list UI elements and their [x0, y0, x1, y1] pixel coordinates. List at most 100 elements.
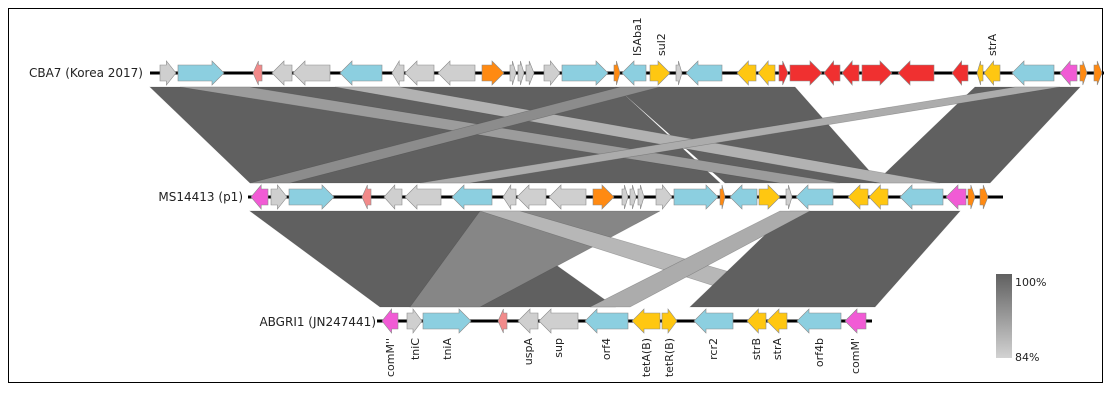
gene-labels: ISAba1 sul2 strA comM'' tniC tniA uspA sup orf4 t…: [384, 17, 999, 377]
gene-arrow-ms14413-17: [719, 184, 726, 210]
gene-arrow-ms14413-27: [979, 184, 989, 210]
cba7-ms14413-link-4: [179, 86, 841, 184]
gene-arrow-ms14413-24: [899, 184, 944, 210]
cba7-ms14413-link-3: [874, 86, 1081, 184]
gene-label-bottom-13: comM': [849, 338, 862, 374]
gene-label-bottom-8: tetR(B): [663, 338, 676, 377]
track-label-cba7: CBA7 (Korea 2017): [29, 66, 143, 80]
gene-label-top-2: sul2: [655, 33, 668, 56]
gene-arrow-abgri1-9: [661, 308, 678, 334]
gene-arrow-cba7-19: [675, 60, 683, 86]
gene-arrow-ms14413-5: [383, 184, 403, 210]
gene-arrow-ms14413-16: [673, 184, 719, 210]
gene-arrow-abgri1-3: [422, 308, 472, 334]
gene-arrow-abgri1-10: [693, 308, 734, 334]
gene-arrow-ms14413-8: [502, 183, 517, 211]
gene-arrow-cba7-17: [621, 60, 647, 86]
gene-arrow-ms14413-1: [250, 184, 269, 210]
gene-arrow-cba7-4: [271, 60, 293, 86]
gene-arrow-cba7-24: [789, 60, 823, 86]
gene-arrow-cba7-9: [437, 60, 476, 86]
gene-label-bottom-1: comM'': [384, 338, 397, 377]
gene-label-bottom-6: orf4: [600, 338, 613, 360]
alignment-links: [149, 86, 1081, 308]
gene-arrow-cba7-5: [292, 60, 331, 86]
gene-label-top-1: ISAba1: [631, 17, 644, 56]
gene-label-bottom-2: tniC: [409, 338, 422, 360]
gene-label-bottom-10: strB: [750, 338, 763, 360]
identity-scale-max-label: 100%: [1015, 276, 1046, 289]
gene-arrow-abgri1-5: [517, 308, 539, 334]
gene-arrow-cba7-33: [1059, 60, 1078, 86]
cba7-ms14413-link-7: [249, 86, 661, 184]
gene-arrow-ms14413-22: [847, 184, 869, 210]
gene-arrow-cba7-30: [976, 60, 984, 86]
gene-arrow-ms14413-2: [270, 184, 288, 210]
gene-arrow-ms14413-15: [655, 184, 673, 210]
gene-label-bottom-5: sup: [552, 338, 565, 358]
ms14413-abgri1-link-5: [589, 210, 811, 308]
gene-arrow-ms14413-7: [451, 184, 493, 210]
ms14413-abgri1-link-4: [689, 210, 961, 308]
identity-scale-min-label: 84%: [1015, 351, 1039, 364]
gene-arrow-cba7-23: [778, 60, 789, 86]
gene-arrow-cba7-22: [757, 60, 776, 86]
gene-arrow-cba7-35: [1093, 60, 1103, 86]
gene-arrow-cba7-20: [685, 60, 723, 86]
gene-arrow-ms14413-20: [785, 184, 793, 210]
gene-arrow-cba7-8: [404, 60, 435, 86]
gene-label-bottom-4: uspA: [522, 338, 535, 366]
gene-arrow-ms14413-25: [945, 184, 967, 210]
gene-label-bottom-7: tetA(B): [640, 338, 653, 377]
gene-arrow-ms14413-6: [404, 184, 442, 210]
gene-arrow-cba7-26: [841, 60, 860, 86]
gene-arrow-ms14413-18: [729, 184, 758, 210]
gene-label-bottom-3: tniA: [441, 338, 454, 360]
identity-scale: 100% 84%: [996, 274, 1046, 364]
gene-arrow-abgri1-13: [796, 308, 842, 334]
gene-arrow-cba7-16: [613, 60, 621, 86]
gene-arrow-cba7-32: [1011, 60, 1055, 86]
gene-arrow-ms14413-21: [795, 184, 834, 210]
gene-arrow-abgri1-2: [406, 308, 423, 334]
gene-arrow-cba7-11: [509, 60, 517, 86]
gene-arrow-cba7-29: [951, 60, 969, 86]
gene-label-bottom-12: orf4b: [813, 338, 826, 367]
gene-arrow-ms14413-11: [592, 184, 615, 210]
gene-arrow-abgri1-4: [497, 308, 508, 334]
gene-label-top-3: strA: [986, 33, 999, 56]
gene-arrow-ms14413-26: [967, 184, 976, 210]
identity-scale-bar: [996, 274, 1012, 358]
gene-arrow-ms14413-12: [621, 184, 629, 210]
gene-arrow-ms14413-4: [361, 184, 372, 210]
gene-arrow-cba7-10: [481, 60, 505, 86]
gene-arrow-abgri1-7: [584, 308, 629, 334]
track-label-ms14413: MS14413 (p1): [158, 190, 243, 204]
gene-arrow-cba7-18: [649, 60, 671, 86]
gene-arrow-abgri1-1: [381, 308, 399, 334]
gene-arrow-abgri1-6: [538, 308, 579, 334]
gene-arrow-cba7-3: [252, 60, 263, 86]
gene-arrow-ms14413-3: [288, 184, 335, 210]
gene-arrow-cba7-1: [159, 60, 177, 86]
gene-arrow-cba7-2: [177, 60, 225, 86]
gene-label-bottom-11: strA: [771, 338, 784, 361]
gene-arrow-cba7-28: [897, 60, 935, 86]
gene-arrow-abgri1-8: [631, 308, 661, 334]
gene-arrow-cba7-7: [391, 59, 405, 87]
gene-arrows: [159, 59, 1103, 334]
gene-arrow-cba7-27: [861, 60, 893, 86]
gene-arrow-cba7-25: [823, 60, 841, 86]
cba7-ms14413-link-6: [419, 86, 1061, 184]
gene-arrow-ms14413-23: [868, 184, 889, 210]
track-label-abgri1: ABGRI1 (JN247441): [259, 315, 376, 329]
gene-arrow-cba7-15: [561, 60, 609, 86]
gene-arrow-cba7-12: [517, 60, 525, 86]
gene-arrow-ms14413-14: [637, 184, 645, 210]
gene-arrow-abgri1-14: [844, 308, 867, 334]
gene-arrow-abgri1-11: [746, 308, 767, 334]
gene-arrow-ms14413-9: [516, 184, 547, 210]
gene-arrow-ms14413-10: [548, 184, 587, 210]
gene-arrow-ms14413-13: [629, 184, 637, 210]
